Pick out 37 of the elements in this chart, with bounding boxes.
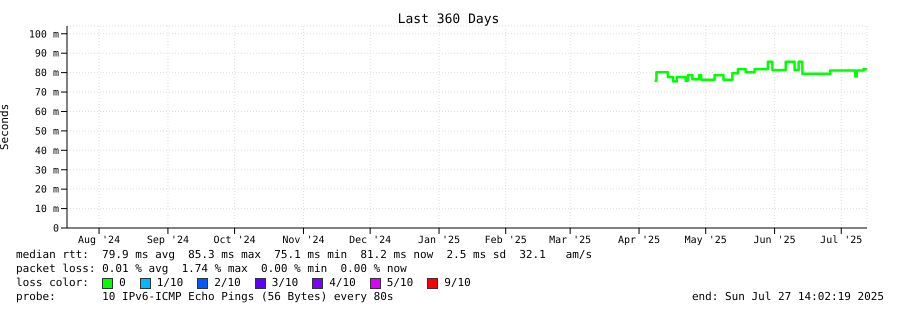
legend-label: 0 <box>118 276 126 290</box>
y-tick-label: 0 <box>52 224 59 235</box>
legend-label: 4/10 <box>328 276 356 290</box>
x-tick-label: Jan '25 <box>418 235 460 246</box>
y-axis-title: Seconds <box>0 104 11 150</box>
x-tick-label: May '25 <box>684 235 727 246</box>
legend-label: 5/10 <box>386 276 414 290</box>
y-tick-label: 20 m <box>34 184 59 196</box>
x-tick-label: Apr '25 <box>618 235 660 246</box>
y-tick-label: 70 m <box>34 88 59 99</box>
chart-title: Last 360 Days <box>396 12 500 27</box>
legend-label: 9/10 <box>443 276 471 290</box>
y-tick-label: 80 m <box>34 68 59 80</box>
text: median rtt: 79.9 ms avg 85.3 ms max 75.1 ms min 81.2 ms now 2.5 ms sd 32.1 am/s <box>16 248 594 262</box>
y-tick-label: 100 m <box>28 29 59 40</box>
legend-label: 1/10 <box>156 276 184 290</box>
y-tick-label: 10 m <box>34 204 59 216</box>
y-tick-label: 90 m <box>34 48 59 60</box>
y-tick-label: 60 m <box>34 107 59 118</box>
x-tick-label: Oct '24 <box>214 235 256 246</box>
legend-title: loss color: <box>16 276 90 290</box>
text: end: Sun Jul 27 14:02:19 2025 <box>692 290 884 304</box>
y-tick-label: 30 m <box>34 165 59 176</box>
x-tick-label: Aug '24 <box>78 235 120 246</box>
y-tick-label: 50 m <box>34 126 59 138</box>
x-tick-label: Mar '25 <box>549 235 592 246</box>
x-tick-label: Nov '24 <box>282 235 325 246</box>
x-tick-label: Feb '25 <box>484 235 527 246</box>
legend-label: 3/10 <box>270 276 298 290</box>
text: packet loss: 0.01 % avg 1.74 % max 0.00 % min 0.00 % now <box>16 262 408 276</box>
y-tick-label: 40 m <box>34 146 59 157</box>
x-tick-label: Jun '25 <box>754 235 796 246</box>
legend-label: 2/10 <box>213 276 241 290</box>
x-tick-label: Dec '24 <box>349 235 392 246</box>
text: probe: 10 IPv6-ICMP Echo Pings (56 Bytes) every 80s <box>16 290 394 304</box>
x-tick-label: Jul '25 <box>820 235 862 246</box>
x-tick-label: Sep '24 <box>146 235 189 246</box>
